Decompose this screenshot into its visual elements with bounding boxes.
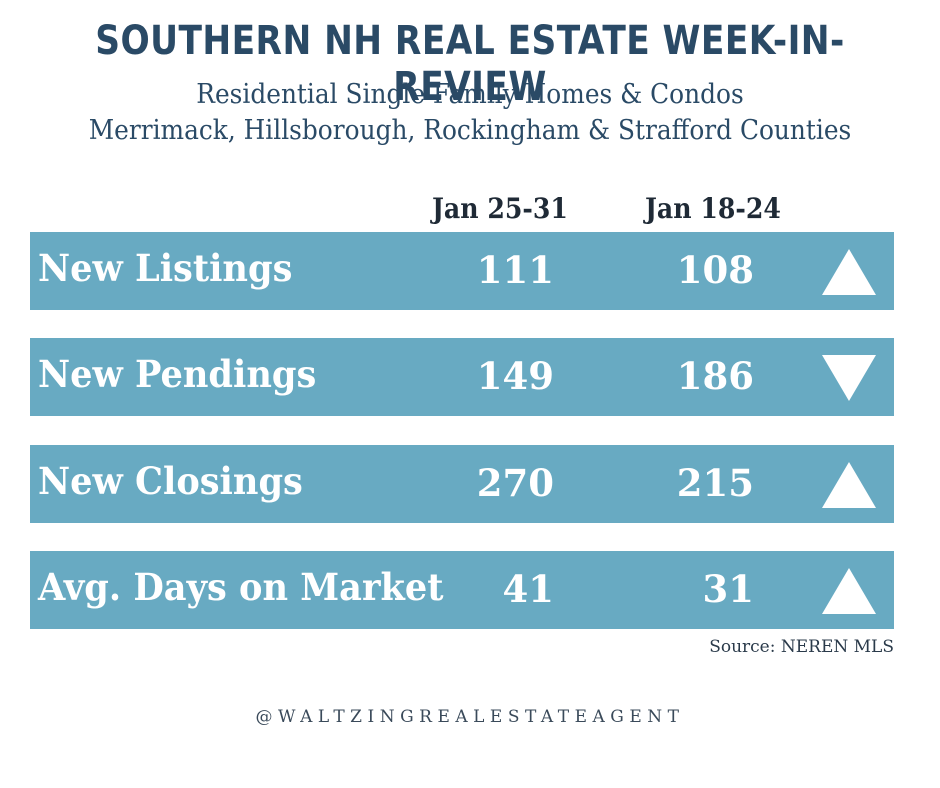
subtitle-counties: Merrimack, Hillsborough, Rockingham & St… [88, 115, 852, 146]
source-credit: Source: NEREN MLS [709, 637, 894, 657]
previous-week-value: 108 [676, 248, 754, 292]
row-label: Avg. Days on Market [38, 565, 444, 609]
stat-row-new-closings: New Closings 270 215 [30, 445, 894, 523]
row-label: New Listings [38, 246, 293, 290]
previous-week-value: 215 [676, 461, 754, 505]
stat-row-new-listings: New Listings 111 108 [30, 232, 894, 310]
triangle-up-icon [822, 462, 876, 508]
column-header-current-week: Jan 25-31 [432, 192, 568, 225]
triangle-up-icon [822, 568, 876, 614]
current-week-value: 41 [502, 567, 555, 611]
current-week-value: 149 [476, 354, 554, 398]
stat-row-new-pendings: New Pendings 149 186 [30, 338, 894, 416]
triangle-down-icon [822, 355, 876, 401]
page-title: Southern NH Real Estate Week-in-Review [95, 18, 845, 110]
column-header-previous-week: Jan 18-24 [645, 192, 781, 225]
row-label: New Closings [38, 459, 303, 503]
triangle-up-icon [822, 249, 876, 295]
previous-week-value: 31 [702, 567, 755, 611]
subtitle-property-types: Residential Single Family Homes & Condos [196, 79, 744, 110]
current-week-value: 270 [476, 461, 554, 505]
row-label: New Pendings [38, 352, 317, 396]
current-week-value: 111 [476, 248, 554, 292]
previous-week-value: 186 [676, 354, 754, 398]
social-handle: @WALTZINGREALESTATEAGENT [255, 707, 685, 727]
stat-row-avg-days-on-market: Avg. Days on Market 41 31 [30, 551, 894, 629]
